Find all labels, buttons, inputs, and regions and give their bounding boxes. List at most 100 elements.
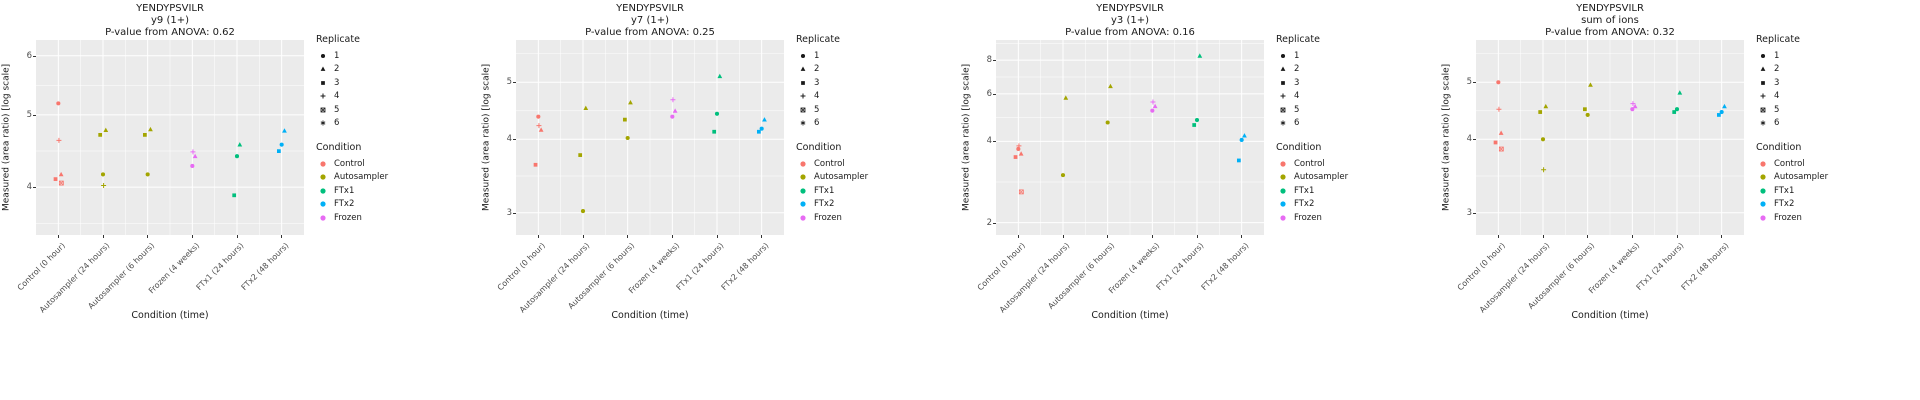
chart-panel: YENDYPSVILR sum of ions P-value from ANO… bbox=[1440, 0, 1920, 400]
legend-replicate-label: 1 bbox=[814, 50, 820, 61]
legend-condition-item: FTx2 bbox=[796, 198, 956, 212]
y-tick-label: 5 bbox=[506, 77, 512, 88]
legend-replicate-item: 1 bbox=[316, 49, 476, 63]
condition-color-icon bbox=[1280, 188, 1286, 194]
legend-replicate-label: 4 bbox=[334, 91, 340, 102]
data-point bbox=[1540, 137, 1546, 142]
replicate-shape-icon bbox=[800, 53, 806, 58]
legend-replicate-items: 1 2 3 4 5 6 bbox=[316, 49, 476, 130]
condition-color-icon bbox=[320, 188, 326, 194]
chart-titles: YENDYPSVILR y9 (1+) P-value from ANOVA: … bbox=[36, 3, 304, 39]
replicate-shape-icon bbox=[1761, 80, 1765, 85]
condition-color-icon bbox=[800, 188, 806, 194]
replicate-shape-icon bbox=[800, 120, 806, 126]
legend-replicate-label: 5 bbox=[814, 104, 820, 115]
legend-condition-label: FTx1 bbox=[814, 185, 835, 196]
scatter-plot-svg bbox=[516, 40, 784, 235]
legend-condition-label: Control bbox=[814, 158, 845, 169]
data-point bbox=[578, 153, 583, 157]
x-tick-label: FTx2 (48 hours) bbox=[1199, 241, 1251, 293]
shape-asterisk bbox=[800, 120, 806, 126]
data-point bbox=[98, 133, 103, 137]
replicate-shape-icon bbox=[1280, 120, 1286, 126]
legend-replicate-item: 6 bbox=[1756, 117, 1916, 131]
data-point bbox=[190, 163, 195, 168]
legend-condition-item: FTx1 bbox=[316, 184, 476, 198]
legend-condition-title: Condition bbox=[1276, 142, 1322, 153]
chart-title-pvalue: P-value from ANOVA: 0.62 bbox=[105, 27, 235, 38]
y-axis-label: Measured (area ratio) [log scale] bbox=[1, 63, 12, 212]
legend-condition-item: Frozen bbox=[316, 211, 476, 225]
data-point bbox=[145, 172, 150, 177]
x-tick-mark bbox=[1062, 235, 1064, 238]
condition-color-icon bbox=[1280, 201, 1286, 207]
x-tick-mark bbox=[1107, 235, 1109, 238]
x-tick-mark bbox=[1151, 235, 1153, 238]
data-point bbox=[1632, 103, 1638, 109]
y-tick-mark bbox=[512, 82, 516, 84]
legend-condition-item: Autosampler bbox=[316, 171, 476, 185]
data-point bbox=[1063, 95, 1069, 100]
data-point bbox=[282, 128, 287, 133]
data-point bbox=[1672, 110, 1677, 114]
y-tick-label: 4 bbox=[986, 136, 992, 147]
data-point bbox=[1016, 146, 1021, 152]
data-point bbox=[670, 114, 675, 119]
shape-triangle bbox=[800, 66, 806, 72]
plot-area bbox=[1476, 40, 1744, 235]
y-tick-label: 4 bbox=[506, 134, 512, 145]
legend-condition-label: FTx2 bbox=[814, 199, 835, 210]
shape-triangle bbox=[320, 66, 326, 72]
legend-condition-label: Frozen bbox=[814, 212, 842, 223]
legend-condition-item: Frozen bbox=[1276, 211, 1436, 225]
data-point bbox=[1018, 189, 1024, 195]
data-point bbox=[580, 209, 586, 214]
chart-panel: YENDYPSVILR y3 (1+) P-value from ANOVA: … bbox=[960, 0, 1440, 400]
data-point bbox=[1013, 155, 1018, 159]
data-point bbox=[56, 101, 61, 106]
chart-title-ion: y9 (1+) bbox=[150, 15, 189, 26]
legend-replicate-item: 5 bbox=[1276, 103, 1436, 117]
shape-asterisk bbox=[1760, 120, 1766, 126]
x-tick-mark bbox=[582, 235, 584, 238]
y-tick-label: 6 bbox=[26, 50, 32, 61]
legend-replicate-item: 6 bbox=[796, 117, 956, 131]
legend-replicate-item: 4 bbox=[1756, 90, 1916, 104]
shape-circle bbox=[800, 53, 806, 58]
legend: Replicate 1 2 3 4 5 6 Condition Control Autosa… bbox=[1276, 34, 1436, 225]
chart-title-ion: y7 (1+) bbox=[630, 15, 669, 26]
legend-replicate-item: 4 bbox=[796, 90, 956, 104]
data-point bbox=[1239, 137, 1244, 142]
y-tick-mark bbox=[992, 141, 996, 143]
scatter-plot-svg bbox=[1476, 40, 1744, 235]
data-points bbox=[1013, 53, 1247, 195]
legend-condition-item: Frozen bbox=[1756, 211, 1916, 225]
replicate-shape-icon bbox=[320, 120, 326, 126]
condition-color-icon bbox=[800, 174, 806, 180]
legend: Replicate 1 2 3 4 5 6 Condition Control Autosa… bbox=[796, 34, 956, 225]
x-tick-mark bbox=[57, 235, 59, 238]
replicate-shape-icon bbox=[1760, 120, 1766, 126]
shape-plus bbox=[800, 93, 806, 99]
replicate-shape-icon bbox=[320, 53, 326, 58]
y-tick-mark bbox=[32, 114, 36, 116]
x-tick-label: Frozen (4 weeks) bbox=[1106, 241, 1161, 296]
shape-asterisk bbox=[1280, 120, 1286, 126]
plot-area bbox=[36, 40, 304, 235]
data-point bbox=[533, 162, 538, 167]
replicate-shape-icon bbox=[1281, 80, 1285, 85]
data-point bbox=[190, 149, 196, 155]
data-point bbox=[276, 149, 281, 153]
legend-condition-item: Autosampler bbox=[1756, 171, 1916, 185]
legend-replicate-item: 5 bbox=[796, 103, 956, 117]
legend-condition-item: Frozen bbox=[796, 211, 956, 225]
shape-square bbox=[801, 80, 805, 85]
data-point bbox=[1152, 103, 1158, 109]
data-point bbox=[56, 137, 62, 143]
legend-replicate-item: 5 bbox=[1756, 103, 1916, 117]
legend-replicate-item: 2 bbox=[1276, 63, 1436, 77]
condition-color-icon bbox=[1280, 215, 1286, 221]
data-point bbox=[672, 108, 678, 113]
legend-replicate-item: 1 bbox=[1276, 49, 1436, 63]
chart-panel: YENDYPSVILR y9 (1+) P-value from ANOVA: … bbox=[0, 0, 480, 400]
